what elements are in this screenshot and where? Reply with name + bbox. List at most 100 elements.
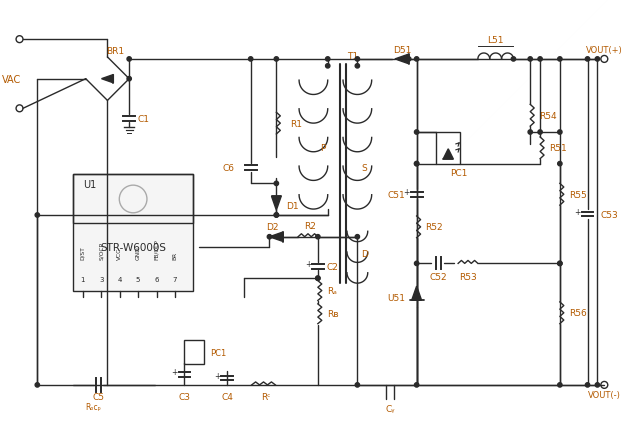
Text: 7: 7 (173, 276, 177, 283)
Text: C2: C2 (327, 262, 339, 271)
Circle shape (511, 58, 516, 62)
Polygon shape (443, 150, 453, 160)
Text: VOUT(+): VOUT(+) (586, 46, 623, 55)
Circle shape (585, 383, 590, 387)
Text: P: P (320, 144, 326, 153)
Circle shape (558, 261, 562, 266)
Text: VCC: VCC (117, 248, 122, 260)
Circle shape (414, 162, 419, 166)
Text: BR: BR (172, 252, 177, 260)
Text: Rᶜ: Rᶜ (261, 392, 270, 401)
Circle shape (558, 131, 562, 135)
Text: U51: U51 (387, 294, 405, 303)
Circle shape (127, 58, 131, 62)
Circle shape (355, 235, 359, 240)
Text: C1: C1 (137, 114, 149, 123)
Text: D51: D51 (393, 46, 411, 55)
Circle shape (406, 58, 411, 62)
Text: R56: R56 (569, 309, 587, 317)
Circle shape (35, 213, 39, 218)
Circle shape (316, 235, 320, 240)
Text: C3: C3 (178, 392, 190, 401)
Text: C4: C4 (221, 392, 233, 401)
Circle shape (414, 58, 419, 62)
Circle shape (274, 182, 279, 186)
Polygon shape (101, 75, 113, 83)
Circle shape (538, 131, 542, 135)
Text: D: D (361, 249, 367, 258)
Circle shape (355, 64, 359, 69)
Circle shape (274, 213, 279, 218)
Circle shape (414, 261, 419, 266)
Text: C51: C51 (387, 190, 405, 199)
Text: C6: C6 (223, 164, 235, 173)
Polygon shape (412, 286, 421, 300)
Text: R2: R2 (304, 222, 316, 231)
Text: +: + (404, 188, 410, 197)
Bar (73, 175, 193, 224)
Text: FB/OLP: FB/OLP (154, 239, 159, 260)
Text: +: + (172, 367, 178, 376)
Text: U1: U1 (83, 180, 96, 190)
Text: 3: 3 (99, 276, 103, 283)
Circle shape (528, 131, 532, 135)
Text: BR1: BR1 (106, 46, 125, 55)
Text: D/ST: D/ST (80, 246, 85, 260)
Polygon shape (269, 232, 284, 242)
Text: S: S (361, 164, 367, 173)
Circle shape (316, 276, 320, 281)
Text: L51: L51 (488, 36, 504, 45)
Circle shape (538, 58, 542, 62)
Bar (436, 133, 460, 164)
Circle shape (558, 58, 562, 62)
Text: R54: R54 (539, 111, 557, 120)
Polygon shape (272, 197, 281, 211)
Text: +: + (305, 260, 311, 269)
Text: GND: GND (136, 246, 141, 260)
Circle shape (414, 131, 419, 135)
Text: VOUT(-): VOUT(-) (588, 390, 621, 399)
Text: Rʙ: Rʙ (327, 310, 338, 319)
Text: 1: 1 (81, 276, 85, 283)
Circle shape (316, 276, 320, 281)
Text: C52: C52 (429, 272, 447, 281)
Circle shape (326, 58, 330, 62)
Polygon shape (395, 55, 409, 64)
Text: STR-W6000S: STR-W6000S (100, 242, 166, 252)
Bar (73, 175, 193, 292)
Text: C5: C5 (93, 392, 105, 401)
Circle shape (528, 58, 532, 62)
Circle shape (326, 64, 330, 69)
Circle shape (355, 383, 359, 387)
Text: R51: R51 (549, 144, 567, 153)
Text: 5: 5 (136, 276, 140, 283)
Text: D1: D1 (286, 201, 299, 210)
Circle shape (355, 58, 359, 62)
Text: Cᵧ: Cᵧ (385, 404, 395, 413)
Text: R1: R1 (290, 120, 302, 128)
Text: PC1: PC1 (450, 169, 468, 178)
Text: Rₒᴄₚ: Rₒᴄₚ (86, 402, 101, 411)
Text: R52: R52 (426, 223, 443, 232)
Text: T1: T1 (347, 52, 359, 61)
Circle shape (274, 213, 279, 218)
Text: 6: 6 (154, 276, 159, 283)
Circle shape (35, 383, 39, 387)
Circle shape (595, 58, 600, 62)
Bar (185, 341, 204, 364)
Circle shape (249, 58, 253, 62)
Text: R55: R55 (569, 190, 587, 199)
Circle shape (267, 235, 272, 240)
Circle shape (558, 162, 562, 166)
Circle shape (585, 58, 590, 62)
Text: VAC: VAC (2, 74, 21, 84)
Text: S/OCP: S/OCP (99, 242, 104, 260)
Text: +: + (214, 371, 220, 380)
Circle shape (274, 58, 279, 62)
Text: C53: C53 (600, 210, 618, 219)
Text: Rₐ: Rₐ (327, 286, 337, 295)
Text: 4: 4 (118, 276, 122, 283)
Circle shape (127, 77, 131, 82)
Circle shape (558, 383, 562, 387)
Text: D2: D2 (266, 223, 279, 232)
